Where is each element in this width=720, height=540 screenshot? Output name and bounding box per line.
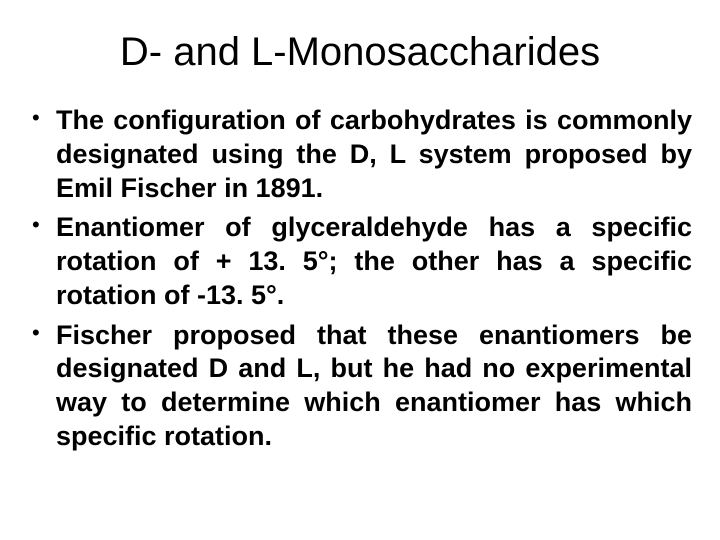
bullet-list: The configuration of carbohydrates is co… <box>28 104 692 454</box>
slide-title: D- and L-Monosaccharides <box>28 30 692 74</box>
bullet-item: Fischer proposed that these enantiomers … <box>28 319 692 454</box>
bullet-item: Enantiomer of glyceraldehyde has a speci… <box>28 211 692 312</box>
bullet-item: The configuration of carbohydrates is co… <box>28 104 692 205</box>
slide: D- and L-Monosaccharides The configurati… <box>0 0 720 540</box>
